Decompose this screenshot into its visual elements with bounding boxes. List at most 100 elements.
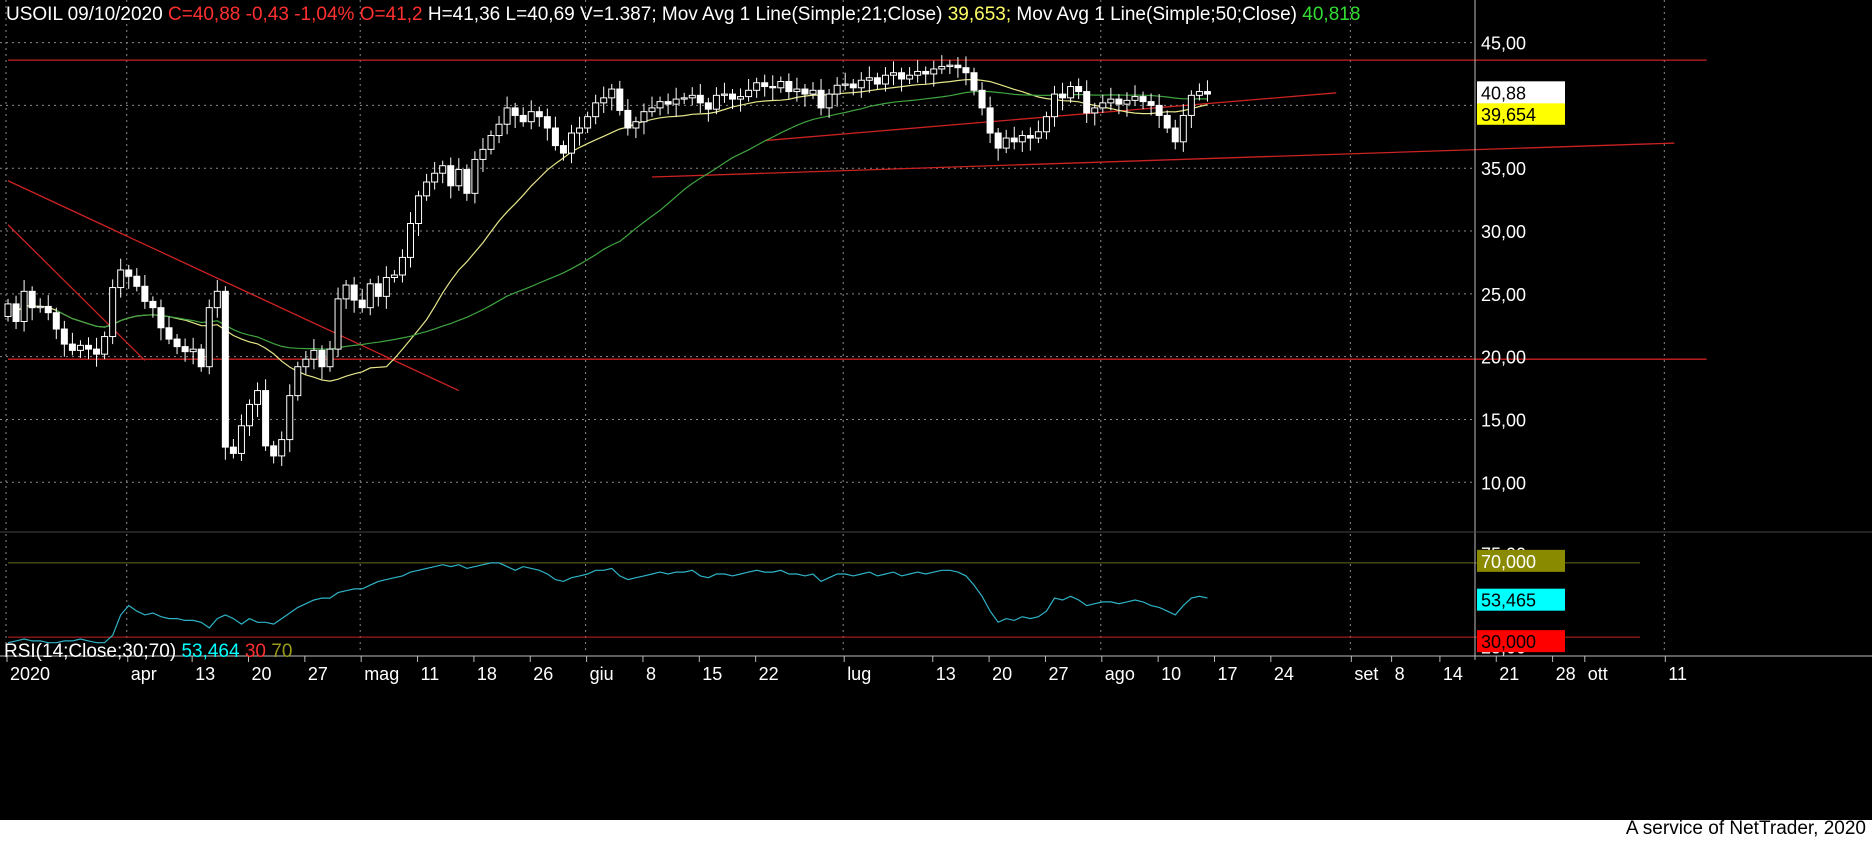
candle-body xyxy=(994,132,1002,149)
candle-body xyxy=(873,77,881,85)
x-tick-label: 13 xyxy=(936,664,956,684)
x-tick-label: 22 xyxy=(759,664,779,684)
ma21-value: 39,653; xyxy=(947,4,1012,25)
candle-body xyxy=(4,303,12,317)
candle-body xyxy=(769,86,777,89)
candle-body xyxy=(423,181,431,197)
candle-body xyxy=(696,94,704,104)
candle-body xyxy=(495,123,503,137)
candle-body xyxy=(68,343,76,351)
candle-body xyxy=(664,101,672,105)
candle-body xyxy=(85,344,92,350)
x-tick-label: 20 xyxy=(992,664,1012,684)
candle-body xyxy=(60,328,68,345)
candle-body xyxy=(36,305,44,309)
x-tick-label: 8 xyxy=(646,664,656,684)
rsi-label: RSI(14;Close;30;70) xyxy=(4,641,177,662)
candle-body xyxy=(398,256,406,276)
candle-body xyxy=(1195,91,1203,96)
candle-body xyxy=(825,93,833,109)
x-tick-label: 26 xyxy=(533,664,553,684)
candle-body xyxy=(101,336,109,355)
candle-body xyxy=(777,81,785,89)
candle-body xyxy=(1203,91,1211,95)
high-value: H=41,36 xyxy=(427,4,501,25)
candle-body xyxy=(358,299,366,309)
candle-body xyxy=(44,305,52,314)
candle-body xyxy=(1002,137,1010,149)
candle-body xyxy=(1059,93,1067,99)
candle-body xyxy=(712,94,720,110)
candle-body xyxy=(970,72,978,91)
candle-body xyxy=(986,107,994,134)
candle-body xyxy=(761,82,769,88)
candle-body xyxy=(1115,98,1123,105)
candle-body xyxy=(616,88,624,111)
candle-body xyxy=(1026,135,1034,139)
candle-body xyxy=(1042,116,1050,133)
candle-body xyxy=(785,81,793,93)
candle-body xyxy=(656,101,664,109)
candle-body xyxy=(270,445,278,457)
candle-body xyxy=(52,312,60,330)
candle-body xyxy=(262,390,270,447)
candle-body xyxy=(1099,102,1107,109)
candle-body xyxy=(930,68,938,75)
x-tick-label: 15 xyxy=(702,664,722,684)
candle-body xyxy=(1083,91,1091,114)
candle-body xyxy=(463,168,471,194)
open-value: O=41,2 xyxy=(359,4,423,25)
candle-body xyxy=(962,67,970,74)
price-tick-label: 25,00 xyxy=(1481,285,1526,305)
x-tick-label: 28 xyxy=(1556,664,1576,684)
candle-body xyxy=(680,97,688,100)
candle-body xyxy=(849,83,857,89)
x-tick-label: ott xyxy=(1588,664,1608,684)
candle-body xyxy=(978,89,986,109)
candle-body xyxy=(865,77,873,81)
x-tick-label: 24 xyxy=(1274,664,1294,684)
candle-body xyxy=(109,287,117,338)
ma21-line xyxy=(15,78,1208,382)
candle-body xyxy=(1075,86,1083,93)
candle-body xyxy=(1155,104,1163,116)
price-header: USOIL 09/10/2020 C=40,88 -0,43 -1,04% O=… xyxy=(6,4,1360,26)
grid xyxy=(0,0,1665,652)
candle-body xyxy=(906,74,914,80)
candle-body xyxy=(197,348,205,368)
candle-body xyxy=(938,65,946,70)
candle-body xyxy=(487,135,495,150)
candle-body xyxy=(205,307,213,368)
candle-body xyxy=(793,88,801,93)
candle-body xyxy=(141,285,149,302)
service-footer: A service of NetTrader, 2020 xyxy=(1625,818,1866,839)
candle-body xyxy=(624,109,632,129)
candle-body xyxy=(117,269,125,289)
ma50-label: Mov Avg 1 Line(Simple;50;Close) xyxy=(1016,4,1297,25)
candle-body xyxy=(382,277,390,297)
candle-body xyxy=(221,290,229,448)
candle-body xyxy=(1010,137,1018,143)
candle-body xyxy=(20,290,28,322)
x-tick-label: 21 xyxy=(1499,664,1519,684)
candle-body xyxy=(246,403,253,427)
candle-body xyxy=(374,283,382,297)
ma21-tag-bg xyxy=(1477,102,1565,125)
rsi-low: 30 xyxy=(244,641,266,662)
trendline xyxy=(651,142,1675,178)
candle-body xyxy=(350,284,358,301)
change-pct: -1,04% xyxy=(294,4,355,25)
rsi70-tag-bg xyxy=(1477,549,1565,572)
low-value: L=40,69 xyxy=(505,4,575,25)
trendlines xyxy=(7,59,1707,392)
candle-body xyxy=(28,290,36,309)
candle-body xyxy=(1163,114,1171,129)
candle-body xyxy=(471,158,479,194)
candles xyxy=(4,55,1211,466)
footer-bar xyxy=(0,820,1872,844)
candle-body xyxy=(479,148,487,160)
price-chart[interactable]: 45,0040,0035,0030,0025,0020,0015,0010,00… xyxy=(0,0,1872,820)
ma50-value: 40,818 xyxy=(1302,4,1361,25)
candle-body xyxy=(439,165,447,174)
candle-body xyxy=(213,290,221,309)
